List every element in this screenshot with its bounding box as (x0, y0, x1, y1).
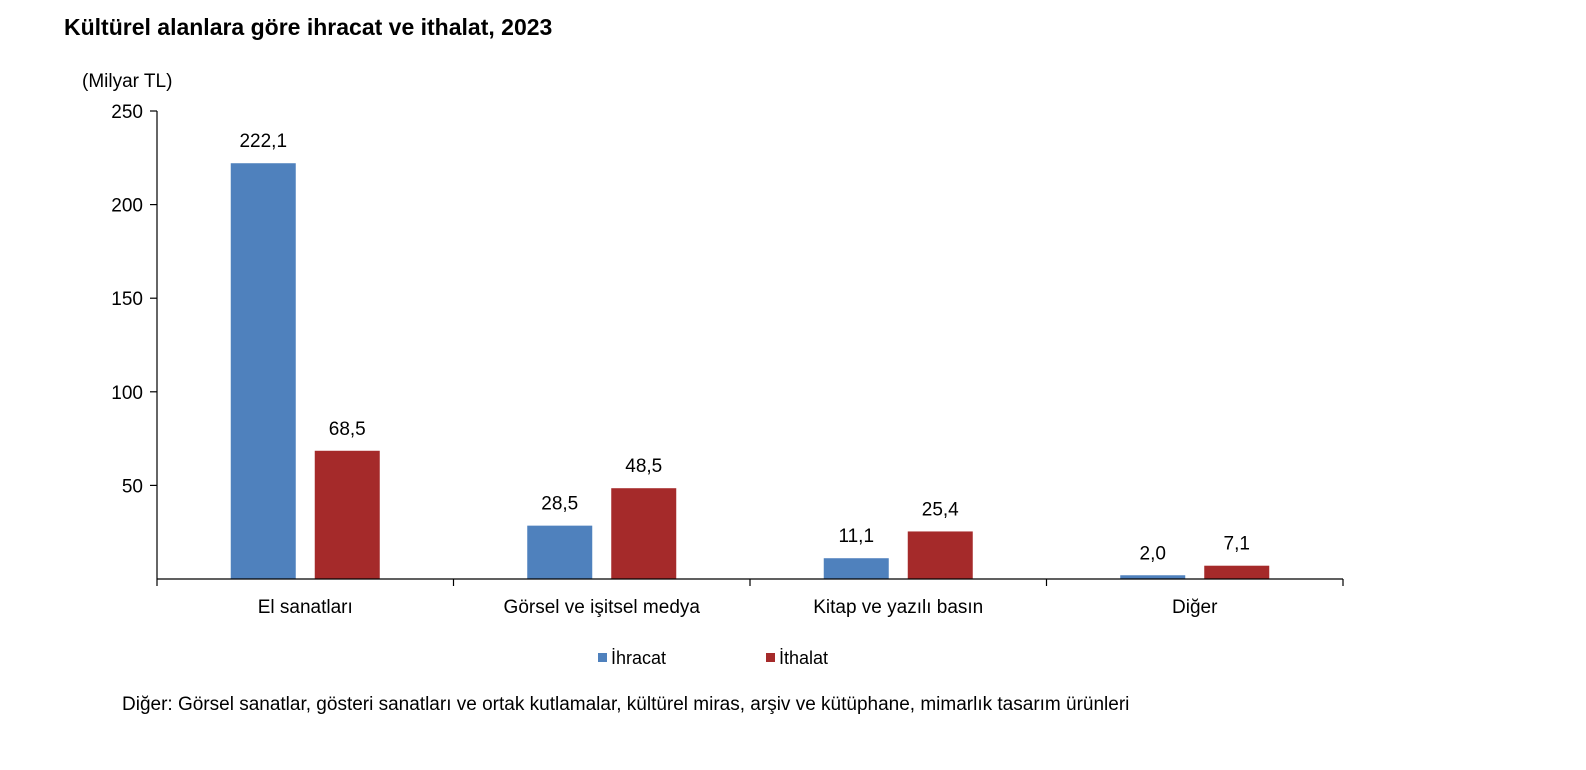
data-label: 2,0 (1140, 543, 1166, 564)
data-label: 222,1 (239, 131, 287, 152)
bar-ithalat (611, 488, 677, 579)
legend-swatch (598, 653, 607, 662)
bar-chart: (Milyar TL) 50 100 150 200 250 222,1 68,5 28,5… (82, 71, 1344, 668)
footnote: Diğer: Görsel sanatlar, gösteri sanatlar… (122, 694, 1130, 715)
bar-ihracat (527, 525, 593, 579)
x-tick-label: El sanatları (258, 597, 353, 618)
y-axis-ticks: 50 100 150 200 250 (111, 102, 157, 497)
chart-title: Kültürel alanlara göre ihracat ve ithala… (64, 14, 553, 40)
bars (230, 163, 1270, 579)
bar-ithalat (314, 450, 380, 579)
y-tick-label: 150 (111, 289, 143, 310)
data-label: 25,4 (922, 499, 959, 520)
data-label: 28,5 (541, 494, 578, 515)
bar-ihracat (230, 163, 296, 579)
y-axis-label: (Milyar TL) (82, 71, 172, 92)
legend: İhracat İthalat (598, 648, 828, 668)
x-tick-label: Görsel ve işitsel medya (504, 597, 701, 618)
data-label: 11,1 (838, 526, 874, 547)
x-axis-labels: El sanatları Görsel ve işitsel medya Kitap… (258, 597, 1218, 618)
bar-ihracat (823, 558, 889, 579)
x-tick-label: Kitap ve yazılı basın (813, 597, 983, 618)
bar-ithalat (907, 531, 973, 579)
data-label: 48,5 (625, 456, 662, 477)
legend-swatch (766, 653, 775, 662)
y-tick-label: 200 (111, 196, 143, 217)
y-tick-label: 50 (122, 476, 143, 497)
legend-label: İhracat (611, 648, 666, 668)
y-tick-label: 250 (111, 102, 143, 123)
legend-label: İthalat (779, 648, 828, 668)
data-label: 68,5 (329, 419, 366, 440)
bar-ihracat (1120, 575, 1186, 579)
x-tick-label: Diğer (1172, 597, 1218, 618)
data-label: 7,1 (1224, 534, 1250, 555)
axes (156, 111, 1344, 586)
data-labels: 222,1 68,5 28,5 48,5 11,1 25,4 2,0 7,1 (239, 131, 1249, 564)
bar-ithalat (1204, 565, 1270, 579)
y-tick-label: 100 (111, 383, 143, 404)
